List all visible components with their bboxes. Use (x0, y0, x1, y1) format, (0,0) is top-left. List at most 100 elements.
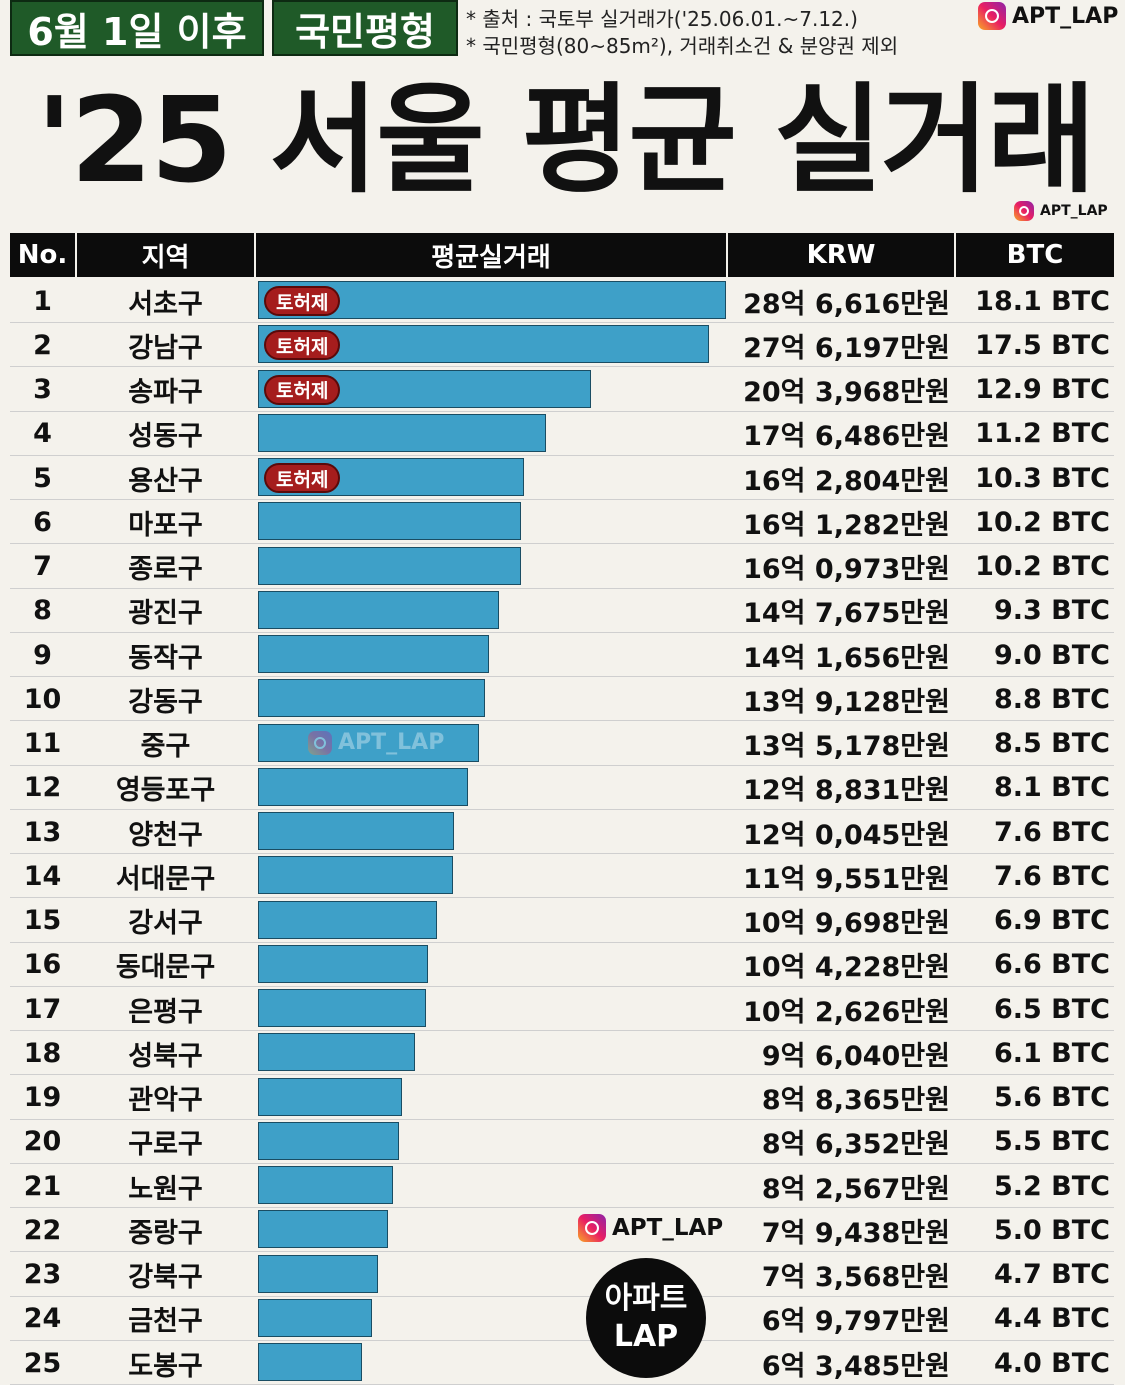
btc-value: 4.0 BTC (993, 1347, 1110, 1379)
bar (258, 679, 486, 718)
rank: 17 (23, 993, 62, 1025)
region-name: 노원구 (128, 1173, 203, 1205)
bar (258, 856, 454, 895)
region-name: 종로구 (128, 554, 203, 585)
rank: 1 (33, 285, 52, 317)
btc-value: 8.5 BTC (993, 728, 1110, 759)
region-name: 금천구 (128, 1306, 203, 1338)
bar (258, 900, 438, 939)
table-row: 19 관악구 8억 8,365만원 5.6 BTC (10, 1076, 1114, 1120)
rank: 14 (23, 860, 62, 892)
table-row: 13 양천구 12억 0,045만원 7.6 BTC (10, 810, 1114, 854)
bar (258, 812, 454, 850)
btc-value: 5.6 BTC (993, 1082, 1110, 1113)
btc-value: 10.2 BTC (975, 506, 1110, 538)
table-row: 12 영등포구 12억 8,831만원 8.1 BTC (10, 766, 1114, 810)
btc-value: 5.5 BTC (993, 1126, 1110, 1158)
bar (258, 413, 547, 452)
table-row: 2 강남구 토허제 27억 6,197만원 17.5 BTC (10, 323, 1114, 368)
btc-value: 5.2 BTC (993, 1170, 1110, 1202)
watermark-text: APT_LAP (612, 1215, 724, 1241)
date-tag: 6월 1일 이후 (10, 0, 264, 56)
rank: 10 (23, 683, 62, 715)
region-name: 양천구 (128, 819, 203, 851)
krw-value: 20억 3,968만원 (743, 377, 950, 408)
krw-value: 12억 0,045만원 (743, 819, 950, 851)
krw-value: 16억 0,973만원 (743, 554, 950, 585)
table-row: 17 은평구 10억 2,626만원 6.5 BTC (10, 987, 1114, 1031)
bar (258, 767, 469, 806)
krw-value: 6억 9,797만원 (761, 1306, 950, 1338)
brand-handle-small: APT_LAP (1014, 201, 1108, 221)
rank: 11 (23, 728, 62, 759)
brand-handle: APT_LAP (978, 2, 1118, 30)
krw-value: 10억 9,698만원 (743, 908, 950, 939)
region-name: 동대문구 (115, 952, 216, 984)
krw-value: 7억 3,568만원 (761, 1262, 950, 1293)
krw-value: 10억 4,228만원 (743, 952, 950, 984)
region-name: 관악구 (128, 1085, 203, 1116)
region-name: 동작구 (128, 642, 203, 674)
table-row: 10 강동구 13억 9,128만원 8.8 BTC (10, 677, 1114, 722)
region-name: 서초구 (128, 288, 203, 320)
logo-line1: 아파트 (604, 1281, 688, 1316)
bar (258, 1210, 388, 1249)
rank: 20 (23, 1126, 62, 1158)
bar (258, 1166, 393, 1204)
watermark-lower: APT_LAP (578, 1214, 723, 1242)
col-header-no: No. (10, 233, 75, 277)
btc-value: 7.6 BTC (993, 860, 1110, 892)
region-name: 강남구 (128, 332, 203, 364)
krw-value: 16억 1,282만원 (743, 509, 950, 541)
region-name: 은평구 (128, 996, 203, 1028)
region-name: 강서구 (128, 908, 203, 939)
bar (258, 1077, 403, 1116)
instagram-icon (308, 730, 332, 755)
bar (258, 1254, 379, 1293)
krw-value: 8억 6,352만원 (761, 1129, 950, 1161)
table-row: 20 구로구 8억 6,352만원 5.5 BTC (10, 1120, 1114, 1164)
table-row: 5 용산구 토허제 16억 2,804만원 10.3 BTC (10, 456, 1114, 500)
btc-value: 4.7 BTC (993, 1259, 1110, 1290)
region-name: 중랑구 (128, 1217, 203, 1249)
bar (258, 635, 490, 673)
region-name: 중구 (140, 731, 191, 762)
table-row: 6 마포구 16억 1,282만원 10.2 BTC (10, 500, 1114, 545)
rank: 9 (33, 639, 52, 671)
col-header-region: 지역 (77, 233, 254, 277)
table-row: 25 도봉구 6억 3,485만원 4.0 BTC (10, 1341, 1114, 1385)
col-header-krw: KRW (728, 233, 954, 277)
btc-value: 6.5 BTC (993, 993, 1110, 1025)
table-row: 1 서초구 토허제 28억 6,616만원 18.1 BTC (10, 279, 1114, 323)
bar (258, 944, 429, 983)
btc-value: 5.0 BTC (993, 1214, 1110, 1246)
brand-text: APT_LAP (1012, 3, 1119, 29)
rank: 24 (23, 1303, 62, 1335)
instagram-icon (578, 1214, 606, 1242)
table-row: 23 강북구 7억 3,568만원 4.7 BTC (10, 1253, 1114, 1297)
region-name: 서대문구 (115, 863, 216, 895)
rank: 16 (23, 949, 62, 981)
btc-value: 12.9 BTC (975, 374, 1110, 405)
col-header-bar: 평균실거래 (256, 233, 726, 277)
watermark-mid: APT_LAP (308, 730, 444, 755)
region-name: 강북구 (128, 1262, 203, 1293)
krw-value: 13억 5,178만원 (743, 731, 950, 762)
table-row: 9 동작구 14억 1,656만원 9.0 BTC (10, 633, 1114, 677)
krw-value: 28억 6,616만원 (743, 288, 950, 320)
region-name: 광진구 (128, 598, 203, 630)
krw-value: 17억 6,486만원 (743, 421, 950, 453)
rank: 25 (23, 1347, 62, 1379)
rank: 23 (23, 1259, 62, 1290)
krw-value: 11억 9,551만원 (743, 863, 950, 895)
rank: 3 (33, 374, 52, 405)
table-row: 11 중구 13억 5,178만원 8.5 BTC (10, 722, 1114, 766)
rank: 15 (23, 905, 62, 936)
rank: 6 (33, 506, 52, 538)
bar (258, 1298, 372, 1337)
land-permit-badge: 토허제 (264, 330, 341, 361)
btc-value: 9.0 BTC (993, 639, 1110, 671)
brand-text: APT_LAP (1040, 203, 1108, 219)
land-permit-badge: 토허제 (264, 286, 341, 316)
table-row: 24 금천구 6억 9,797만원 4.4 BTC (10, 1297, 1114, 1341)
